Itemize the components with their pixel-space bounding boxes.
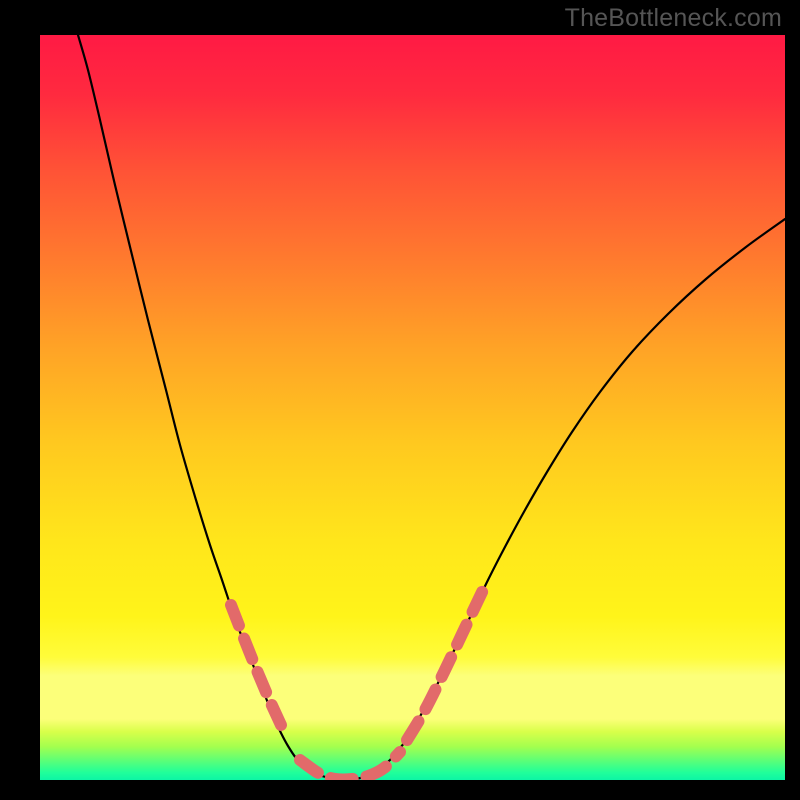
- gradient-background: [40, 35, 785, 780]
- chart-container: TheBottleneck.com: [0, 0, 800, 800]
- chart-svg: [40, 35, 785, 780]
- plot-area: [40, 35, 785, 780]
- watermark-text: TheBottleneck.com: [565, 4, 782, 33]
